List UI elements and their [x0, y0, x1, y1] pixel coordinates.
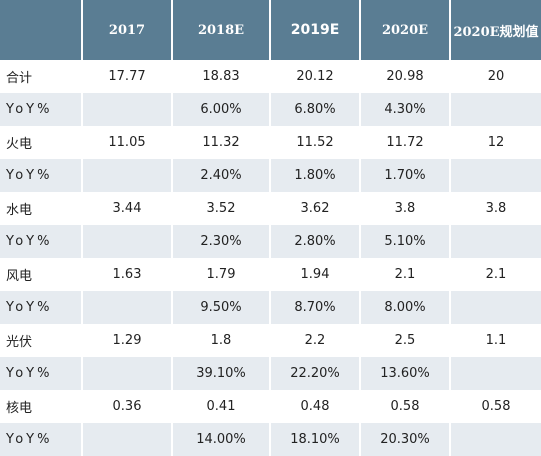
table-cell: 2.40% [172, 159, 271, 192]
table-cell [450, 93, 541, 126]
table-cell: 20.12 [270, 60, 361, 93]
table-cell: 6.80% [270, 93, 361, 126]
table-cell: 11.32 [172, 126, 271, 159]
table-row: 火电 11.05 11.32 11.52 11.72 12 [0, 126, 541, 159]
table-cell: 8.70% [270, 291, 361, 324]
table-cell [450, 225, 541, 258]
row-label: 水电 [0, 192, 83, 225]
table-cell: 3.62 [270, 192, 361, 225]
table-cell: 18.83 [172, 60, 271, 93]
table-cell: 0.58 [360, 390, 451, 423]
table-cell: 20.98 [360, 60, 451, 93]
table-cell [82, 93, 173, 126]
table-cell [450, 357, 541, 390]
table-cell: 1.1 [450, 324, 541, 357]
table-cell: 3.44 [82, 192, 173, 225]
table-cell: 2.5 [360, 324, 451, 357]
table-row: 合计 17.77 18.83 20.12 20.98 20 [0, 60, 541, 93]
table-row: 光伏 1.29 1.8 2.2 2.5 1.1 [0, 324, 541, 357]
table-cell: 11.52 [270, 126, 361, 159]
row-label: YoY% [0, 159, 83, 192]
table-cell: 4.30% [360, 93, 451, 126]
table-cell: 5.10% [360, 225, 451, 258]
table-cell: 2.2 [270, 324, 361, 357]
table-cell [82, 357, 173, 390]
table-cell: 1.63 [82, 258, 173, 291]
header-2017: 2017 [82, 0, 173, 60]
table-cell: 1.29 [82, 324, 173, 357]
table-row: YoY% 2.40% 1.80% 1.70% [0, 159, 541, 192]
table-cell: 20 [450, 60, 541, 93]
row-label: YoY% [0, 225, 83, 258]
table-cell: 3.8 [360, 192, 451, 225]
header-2018e: 2018E [172, 0, 271, 60]
row-label: 火电 [0, 126, 83, 159]
row-label: YoY% [0, 357, 83, 390]
table-cell: 17.77 [82, 60, 173, 93]
row-label: 合计 [0, 60, 83, 93]
table-cell [82, 225, 173, 258]
table-row: 核电 0.36 0.41 0.48 0.58 0.58 [0, 390, 541, 423]
row-label: YoY% [0, 93, 83, 126]
table-cell [82, 159, 173, 192]
row-label: 核电 [0, 390, 83, 423]
table-cell: 2.1 [360, 258, 451, 291]
table-cell: 0.58 [450, 390, 541, 423]
table-cell: 8.00% [360, 291, 451, 324]
table-cell [82, 291, 173, 324]
table-cell [450, 291, 541, 324]
table-row: 风电 1.63 1.79 1.94 2.1 2.1 [0, 258, 541, 291]
table-body: 合计 17.77 18.83 20.12 20.98 20 YoY% 6.00% 6.80% 4.… [0, 60, 541, 456]
header-2020e: 2020E [360, 0, 451, 60]
table-cell: 9.50% [172, 291, 271, 324]
table-cell: 11.05 [82, 126, 173, 159]
table-cell: 0.36 [82, 390, 173, 423]
table-cell: 11.72 [360, 126, 451, 159]
table-cell: 1.94 [270, 258, 361, 291]
table-cell: 1.79 [172, 258, 271, 291]
table-cell: 12 [450, 126, 541, 159]
table-cell: 13.60% [360, 357, 451, 390]
row-label: 风电 [0, 258, 83, 291]
row-label: 光伏 [0, 324, 83, 357]
table-row: YoY% 6.00% 6.80% 4.30% [0, 93, 541, 126]
table-cell: 22.20% [270, 357, 361, 390]
table-cell: 3.8 [450, 192, 541, 225]
row-label: YoY% [0, 291, 83, 324]
table-row: YoY% 9.50% 8.70% 8.00% [0, 291, 541, 324]
header-2020e-plan: 2020E规划值 [450, 0, 541, 60]
table-row: 水电 3.44 3.52 3.62 3.8 3.8 [0, 192, 541, 225]
table-cell: 2.1 [450, 258, 541, 291]
table-cell: 0.41 [172, 390, 271, 423]
table-cell: 2.30% [172, 225, 271, 258]
table-cell: 1.8 [172, 324, 271, 357]
table-cell: 0.48 [270, 390, 361, 423]
table-cell: 1.70% [360, 159, 451, 192]
table-cell: 2.80% [270, 225, 361, 258]
table-row: YoY% 39.10% 22.20% 13.60% [0, 357, 541, 390]
table-cell: 1.80% [270, 159, 361, 192]
header-corner-cell [0, 0, 83, 60]
header-row: 2017 2018E 2019E 2020E 2020E规划值 [0, 0, 541, 60]
table-cell: 39.10% [172, 357, 271, 390]
table-cell: 6.00% [172, 93, 271, 126]
header-2019e: 2019E [270, 0, 361, 60]
table-row: YoY% 2.30% 2.80% 5.10% [0, 225, 541, 258]
table-cell [450, 159, 541, 192]
table-cell: 3.52 [172, 192, 271, 225]
